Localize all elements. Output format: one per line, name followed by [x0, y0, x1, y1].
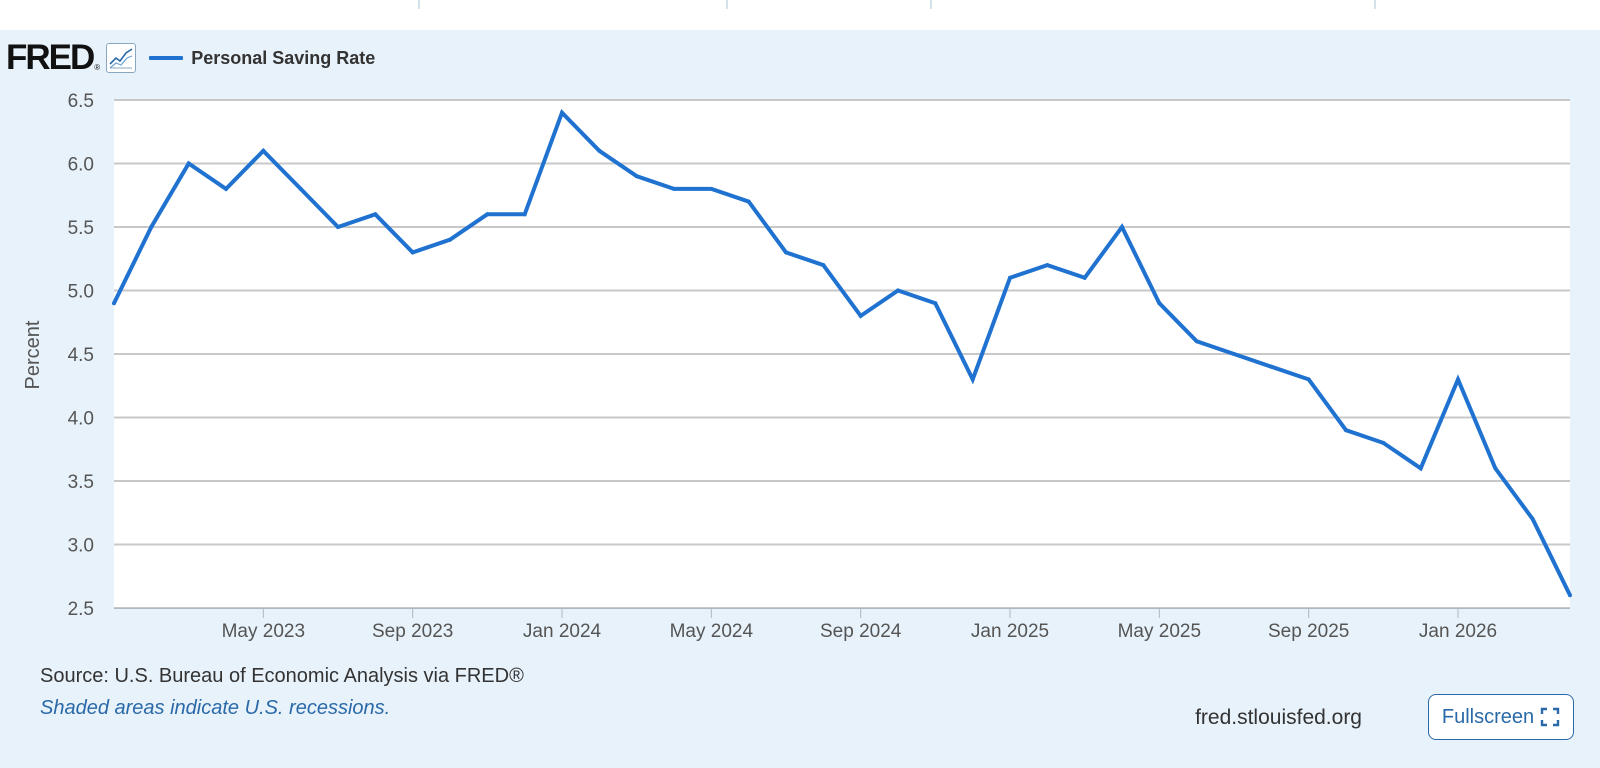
source-note: Source: U.S. Bureau of Economic Analysis…: [40, 665, 524, 687]
data-point[interactable]: [858, 313, 863, 318]
x-tick-label: Sep 2024: [820, 621, 902, 642]
data-point[interactable]: [1082, 275, 1087, 280]
data-point[interactable]: [933, 301, 938, 306]
fullscreen-button[interactable]: Fullscreen: [1428, 694, 1574, 740]
chart-header: FRED ® Personal Saving Rate: [6, 38, 376, 77]
data-point[interactable]: [970, 377, 975, 382]
x-tick-label: Sep 2025: [1268, 621, 1349, 642]
toolbar-divider: [726, 0, 728, 9]
data-point[interactable]: [709, 186, 714, 191]
data-point[interactable]: [597, 148, 602, 153]
data-point[interactable]: [1418, 466, 1423, 471]
x-axis-ticks: May 2023 Sep 2023 Jan 2024 May 2024 Sep 2024…: [222, 608, 1497, 642]
data-point[interactable]: [672, 186, 676, 191]
data-point[interactable]: [1530, 517, 1535, 522]
data-point[interactable]: [896, 288, 900, 293]
data-point[interactable]: [410, 250, 415, 255]
recession-note: Shaded areas indicate U.S. recessions.: [40, 697, 391, 719]
y-tick-label: 5.5: [68, 218, 94, 239]
data-point[interactable]: [1232, 352, 1236, 356]
data-point[interactable]: [560, 110, 564, 115]
data-point[interactable]: [1194, 339, 1199, 344]
y-axis-label: Percent: [22, 320, 44, 389]
line-graph-icon[interactable]: [106, 43, 137, 73]
legend-series-label: Personal Saving Rate: [191, 47, 376, 68]
data-point[interactable]: [821, 263, 826, 268]
data-point[interactable]: [1120, 225, 1124, 229]
y-tick-label: 6.0: [68, 155, 94, 176]
data-point[interactable]: [1269, 364, 1274, 369]
data-point[interactable]: [373, 212, 378, 217]
data-point[interactable]: [1493, 466, 1498, 471]
data-points: [112, 110, 1572, 598]
fred-logo[interactable]: FRED: [6, 38, 95, 77]
top-toolbar-strip: [0, 0, 1600, 30]
data-point[interactable]: [1306, 377, 1311, 382]
toolbar-divider: [1374, 0, 1376, 9]
data-point[interactable]: [1568, 593, 1572, 598]
data-point[interactable]: [261, 148, 266, 153]
y-tick-label: 3.0: [68, 536, 94, 557]
x-tick-label: Sep 2023: [372, 621, 453, 642]
x-tick-label: Jan 2026: [1419, 621, 1497, 642]
fullscreen-label: Fullscreen: [1441, 705, 1535, 728]
toolbar-divider: [930, 0, 932, 9]
y-tick-label: 4.0: [68, 409, 94, 430]
y-axis-tick-labels: 2.5 3.0 3.5 4.0 4.5 5.0 5.5 6.0 6.5: [68, 91, 94, 620]
data-point[interactable]: [1456, 377, 1460, 382]
y-tick-label: 2.5: [68, 599, 94, 620]
data-point[interactable]: [634, 174, 639, 179]
data-point[interactable]: [224, 186, 228, 191]
y-tick-label: 6.5: [68, 91, 94, 112]
x-tick-label: May 2025: [1118, 621, 1201, 642]
series-line-personal-saving-rate[interactable]: [112, 109, 1572, 597]
data-point[interactable]: [1344, 428, 1348, 433]
toolbar-divider: [418, 0, 420, 9]
data-point[interactable]: [1381, 440, 1386, 445]
data-point[interactable]: [746, 199, 751, 204]
x-tick-label: May 2024: [670, 621, 754, 642]
registered-mark: ®: [94, 63, 101, 72]
data-point[interactable]: [448, 237, 452, 242]
data-point[interactable]: [1157, 301, 1162, 306]
y-tick-label: 3.5: [68, 472, 94, 493]
data-point[interactable]: [149, 225, 154, 229]
data-point[interactable]: [485, 212, 490, 217]
x-tick-label: Jan 2024: [523, 621, 602, 642]
site-url[interactable]: fred.stlouisfed.org: [1195, 706, 1362, 729]
data-point[interactable]: [186, 161, 191, 166]
expand-icon: [1540, 707, 1560, 727]
data-point[interactable]: [1008, 275, 1012, 280]
data-point[interactable]: [336, 225, 340, 229]
data-point[interactable]: [1045, 263, 1050, 268]
x-tick-label: May 2023: [222, 621, 305, 642]
data-point[interactable]: [298, 186, 303, 191]
legend-swatch: [149, 56, 184, 60]
data-point[interactable]: [112, 301, 116, 306]
y-tick-label: 5.0: [68, 282, 94, 303]
data-point[interactable]: [784, 250, 788, 255]
data-point[interactable]: [522, 212, 527, 217]
x-tick-label: Jan 2025: [971, 621, 1049, 642]
y-tick-label: 4.5: [68, 345, 94, 366]
